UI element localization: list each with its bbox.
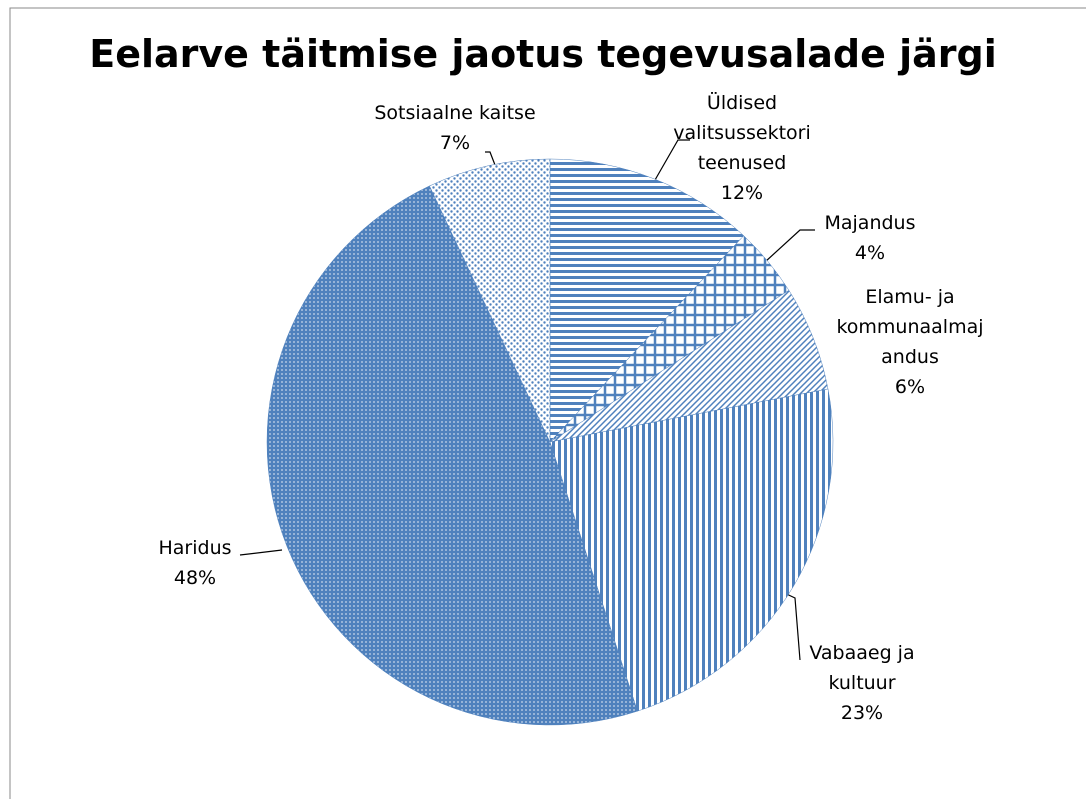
pie-slice	[266, 185, 638, 726]
pie-slice	[549, 388, 834, 712]
category-label: Haridus	[158, 537, 232, 559]
value-label: 23%	[840, 702, 884, 724]
value-label: 12%	[720, 182, 764, 204]
leader-line	[764, 229, 815, 263]
data-label: Vabaaeg ja kultuur 23%	[787, 638, 937, 728]
value-label: 48%	[173, 567, 217, 589]
category-label: Sotsiaalne kaitse	[374, 102, 536, 124]
data-label: Elamu- ja kommunaalmajandus 6%	[835, 282, 985, 402]
leader-line	[239, 549, 283, 556]
pie-slice	[429, 158, 551, 443]
frame	[9, 7, 1086, 799]
value-label: 4%	[854, 242, 886, 264]
category-label: Elamu- ja kommunaalmajandus	[836, 286, 984, 368]
leader-line	[654, 139, 690, 181]
value-label: 7%	[439, 132, 471, 154]
chart-title: Eelarve täitmise jaotus tegevusalade jär…	[89, 32, 997, 76]
data-label: Üldised valitsussektori teenused 12%	[667, 88, 817, 208]
category-label: Üldised valitsussektori teenused	[673, 92, 811, 174]
pie-slice	[549, 158, 745, 443]
data-label: Sotsiaalne kaitse 7%	[345, 98, 565, 158]
category-label: Vabaaeg ja kultuur	[809, 642, 915, 694]
category-label: Majandus	[824, 212, 916, 234]
slices	[266, 158, 834, 726]
leader-line	[485, 151, 496, 166]
data-label: Majandus 4%	[795, 208, 945, 268]
data-label: Haridus 48%	[120, 533, 270, 593]
value-label: 6%	[894, 376, 926, 398]
